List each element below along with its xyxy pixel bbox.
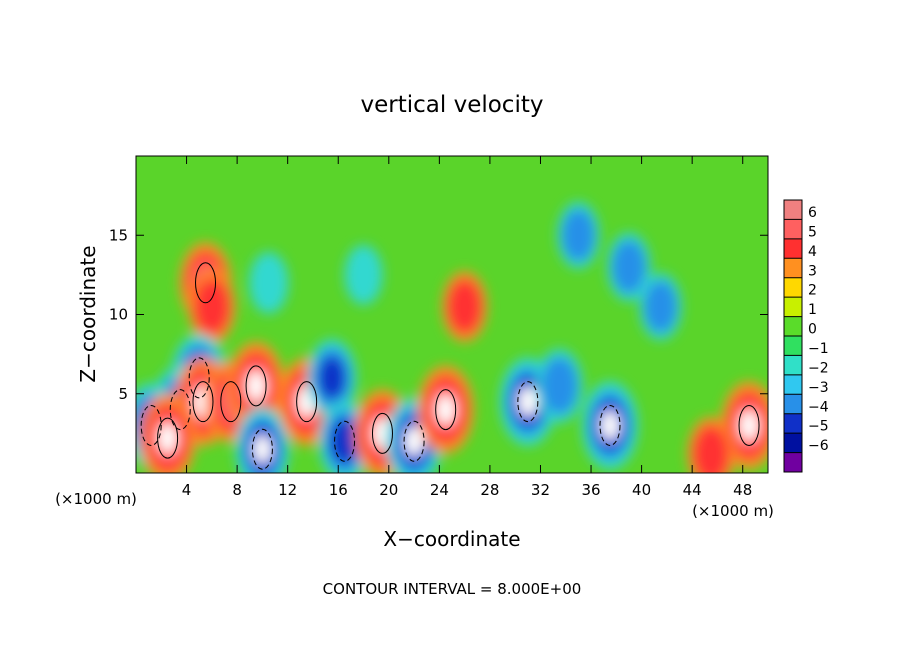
contour-line	[169, 389, 191, 431]
downdraft-region	[253, 435, 272, 464]
downdraft-region	[541, 357, 578, 415]
downdraft-region	[249, 251, 289, 314]
x-tick-label: 44	[683, 481, 702, 499]
colorbar-label: −5	[808, 419, 829, 435]
colorbar-swatch	[784, 336, 802, 356]
colorbar-swatch	[784, 238, 802, 259]
contour-line	[517, 381, 539, 423]
colorbar-label: 4	[808, 244, 817, 260]
x-tick-label: 24	[430, 481, 449, 499]
contour-line	[334, 420, 356, 462]
contour-line	[738, 404, 760, 446]
colorbar-swatch	[784, 452, 802, 472]
colorbar-swatch	[784, 200, 802, 220]
colorbar-label: 5	[808, 224, 817, 240]
colorbar: 6 5 4 3 2 1 0 −1 −2 −3 −4 −5 −6	[783, 199, 829, 473]
colorbar-label: 2	[808, 283, 817, 299]
contour-line	[251, 428, 273, 470]
downdraft-region	[404, 426, 424, 456]
downdraft-region	[611, 240, 646, 294]
x-tick-label: 16	[329, 481, 348, 499]
y-tick-label: 10	[109, 306, 128, 324]
x-axis-label: X−coordinate	[383, 527, 520, 551]
updraft-region	[447, 279, 483, 334]
contour-line	[140, 404, 162, 446]
y-tick-label: 5	[118, 385, 128, 403]
contour-interval-note: CONTOUR INTERVAL = 8.000E+00	[323, 580, 582, 598]
colorbar-label: 3	[808, 263, 817, 279]
y-tick-label: 15	[109, 226, 128, 244]
colorbar-swatch	[784, 219, 802, 239]
colorbar-swatch	[784, 297, 802, 317]
x-axis-ticks: 4 8 12 16 20 24 28 32 36 40 44 48	[182, 156, 752, 499]
updraft-region	[193, 277, 231, 336]
x-tick-label: 20	[379, 481, 398, 499]
contour-line	[599, 404, 621, 446]
updraft-region	[692, 425, 730, 473]
contour-lines	[140, 262, 760, 470]
colorbar-label: −1	[808, 341, 829, 357]
contour-line	[195, 262, 217, 304]
colorbar-swatch	[784, 258, 802, 278]
x-tick-label: 48	[733, 481, 752, 499]
x-unit-right: (×1000 m)	[692, 502, 774, 520]
colorbar-swatch	[784, 316, 802, 336]
contour-line	[435, 389, 457, 431]
x-tick-label: 28	[480, 481, 499, 499]
colorbar-swatch	[784, 355, 802, 375]
x-tick-label: 12	[278, 481, 297, 499]
colorbar-label: 0	[808, 322, 817, 338]
x-tick-label: 40	[632, 481, 651, 499]
updraft-region	[246, 371, 266, 401]
colorbar-swatch	[784, 374, 802, 395]
colorbar-swatch	[784, 413, 802, 434]
updraft-region	[739, 410, 759, 441]
x-unit-left: (×1000 m)	[55, 490, 137, 508]
contour-line	[403, 420, 425, 462]
contour-line	[188, 357, 210, 399]
colorbar-label: −6	[808, 438, 829, 454]
y-axis-label: Z−coordinate	[76, 245, 100, 382]
downdraft-region	[561, 209, 595, 262]
x-tick-label: 8	[232, 481, 242, 499]
updraft-region	[436, 394, 456, 425]
colorbar-label: 6	[808, 205, 817, 221]
downdraft-region	[330, 418, 359, 464]
contour-line	[220, 381, 242, 423]
downdraft-region	[518, 387, 538, 417]
colorbar-label: −4	[808, 399, 829, 415]
contour-line	[192, 381, 214, 423]
contour-line	[296, 381, 318, 423]
colorbar-swatch	[784, 433, 802, 453]
chart-title: vertical velocity	[361, 92, 544, 118]
y-axis-ticks: 5 10 15	[109, 226, 768, 403]
contour-line	[157, 417, 179, 459]
colorbar-label: 1	[808, 302, 817, 318]
colorbar-swatch	[784, 394, 802, 414]
downdraft-region	[600, 410, 620, 441]
colorbar-label: −3	[808, 380, 829, 396]
contour-line	[371, 412, 393, 454]
downdraft-region	[644, 280, 678, 333]
x-tick-label: 36	[581, 481, 600, 499]
updraft-region	[158, 423, 177, 453]
downdraft-region	[318, 356, 346, 400]
downdraft-region	[344, 244, 383, 305]
contour-line	[245, 365, 267, 407]
colorbar-swatch	[784, 277, 802, 298]
x-tick-label: 32	[531, 481, 550, 499]
x-tick-label: 4	[182, 481, 192, 499]
colorbar-label: −2	[808, 360, 829, 376]
